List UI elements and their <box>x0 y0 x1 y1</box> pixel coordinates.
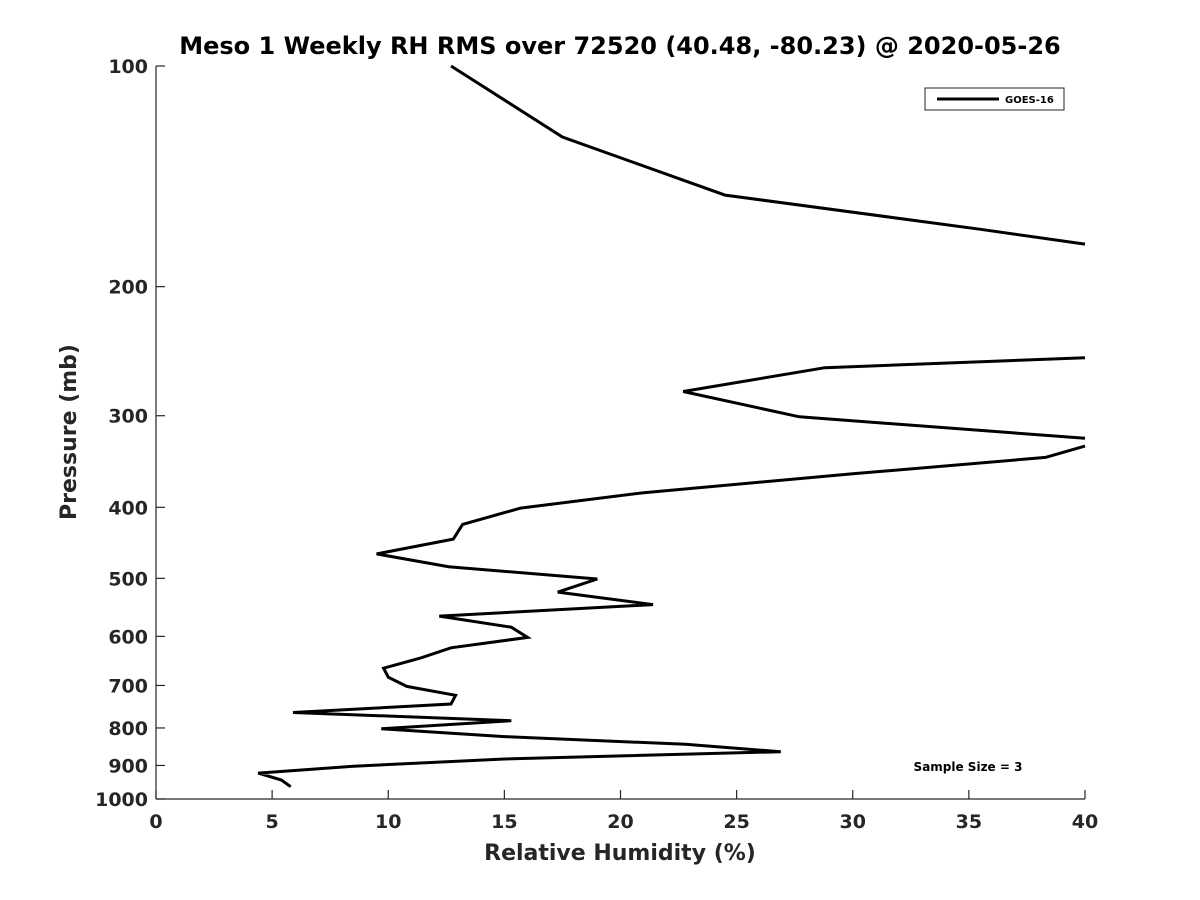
data-series-group <box>257 64 1086 788</box>
legend: GOES-16 <box>924 87 1065 111</box>
x-tick-label-20: 20 <box>607 811 633 833</box>
y-tick-label-1000: 1000 <box>95 789 148 811</box>
x-tick-label-40: 40 <box>1072 811 1098 833</box>
y-tick-label-300: 300 <box>108 406 148 428</box>
series-line-goes-16-segment-1 <box>450 64 1086 246</box>
y-ticks-group: 100 200 300 400 500 600 700 800 900 1000 <box>95 56 165 811</box>
y-tick-label-900: 900 <box>108 755 148 777</box>
y-tick-label-500: 500 <box>108 568 148 590</box>
x-axis-label: Relative Humidity (%) <box>484 841 756 866</box>
x-tick-label-30: 30 <box>840 811 866 833</box>
y-tick-label-700: 700 <box>108 675 148 697</box>
y-tick-label-600: 600 <box>108 626 148 648</box>
y-tick-label-100: 100 <box>108 56 148 78</box>
legend-entry-goes-16: GOES-16 <box>1005 95 1054 106</box>
series-line-goes-16-segment-2 <box>682 356 1086 440</box>
x-tick-label-35: 35 <box>956 811 982 833</box>
y-tick-label-400: 400 <box>108 497 148 519</box>
x-tick-label-5: 5 <box>266 811 279 833</box>
y-axis-label: Pressure (mb) <box>57 344 82 520</box>
sample-size-annotation: Sample Size = 3 <box>914 760 1023 774</box>
x-tick-label-10: 10 <box>375 811 401 833</box>
plot-area <box>156 66 1085 799</box>
x-tick-label-25: 25 <box>723 811 749 833</box>
chart-title: Meso 1 Weekly RH RMS over 72520 (40.48, … <box>179 32 1061 60</box>
series-line-goes-16-segment-3 <box>257 444 1086 788</box>
y-tick-label-800: 800 <box>108 718 148 740</box>
x-tick-label-15: 15 <box>491 811 517 833</box>
x-tick-label-0: 0 <box>149 811 162 833</box>
y-tick-label-200: 200 <box>108 277 148 299</box>
x-ticks-group: 0 5 10 15 20 25 30 35 40 <box>149 790 1098 833</box>
